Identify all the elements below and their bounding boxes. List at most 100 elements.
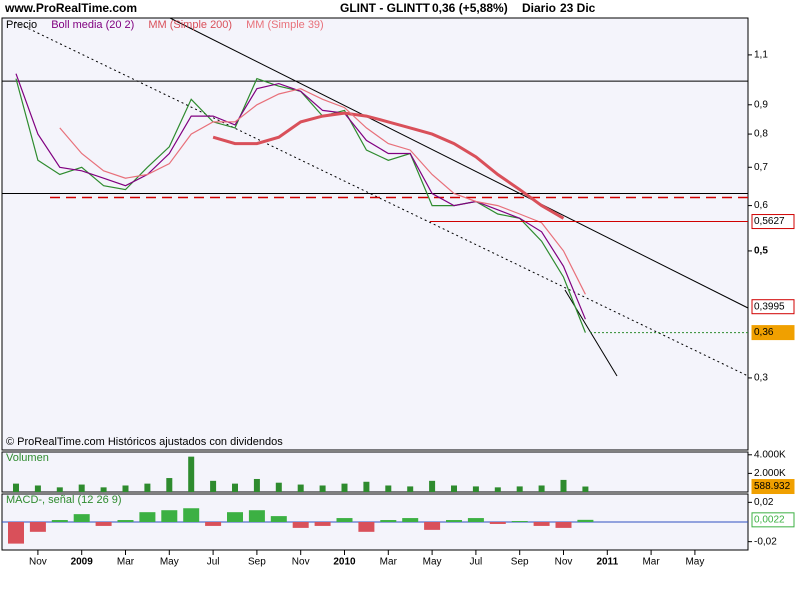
macd-bar [95, 522, 112, 526]
y-tick-label: 0,02 [754, 497, 774, 508]
macd-bar [183, 508, 200, 522]
legend-entry: Precio [6, 19, 37, 31]
y-tick-label: 0,5 [754, 246, 768, 257]
volume-bar [516, 486, 523, 492]
volume-bar [582, 486, 589, 492]
macd-bar [402, 518, 419, 522]
x-tick-label: Nov [292, 557, 310, 568]
value-box [751, 214, 795, 230]
macd-bar [248, 510, 265, 522]
macd-bar [227, 512, 243, 522]
macd-bar [577, 519, 594, 522]
macd-bar [336, 518, 353, 522]
volume-bar [232, 483, 238, 492]
volume-bar [100, 487, 107, 492]
y-tick-label: 0,3 [754, 373, 768, 384]
series-line [212, 111, 565, 220]
volume-bar [494, 487, 501, 492]
macd-bar [8, 522, 24, 544]
macd-bar [533, 522, 550, 526]
value-box [751, 512, 795, 528]
volume-bar [319, 485, 326, 492]
macd-label: MACD-, señal (12 26 9) [6, 494, 122, 506]
macd-bar [358, 522, 375, 532]
macd-bar [73, 514, 90, 522]
x-tick-label: Jul [207, 557, 220, 568]
x-tick-label: 2011 [596, 557, 618, 568]
legend-entry: Boll media (20 2) [51, 19, 134, 31]
volume-bar [56, 487, 63, 492]
macd-bar [555, 522, 572, 528]
macd-bar [139, 512, 156, 522]
volume-bar [560, 479, 567, 492]
volume-bar [34, 485, 41, 492]
quote: 0,36 (+5,88%) [432, 1, 508, 15]
macd-bar [51, 520, 68, 522]
x-tick-label: Mar [117, 557, 135, 568]
y-tick-label: 2.000K [754, 468, 786, 479]
macd-bar [489, 522, 506, 524]
volume-bar [13, 483, 19, 492]
footer: © ProRealTime.com Históricos ajustados c… [6, 436, 283, 448]
macd-bar [467, 518, 484, 522]
macd-bar [424, 522, 441, 530]
macd-bar [511, 521, 528, 522]
value-box-label: 0,36 [754, 327, 774, 338]
x-tick-label: 2009 [71, 557, 94, 568]
x-tick-label: Mar [380, 557, 398, 568]
x-tick-label: 2010 [333, 557, 356, 568]
y-tick-label: 0,6 [754, 200, 768, 211]
volume-label: Volumen [6, 452, 49, 464]
volume-bar [472, 486, 479, 492]
volume-bar [429, 480, 436, 492]
volume-bar [210, 480, 217, 492]
volume-bar [78, 484, 85, 492]
value-box [751, 325, 795, 341]
volume-bar [144, 483, 151, 492]
value-box [751, 299, 795, 315]
y-tick-label: 0,9 [754, 99, 768, 110]
volume-bar [122, 485, 129, 492]
legend-entry: MM (Simple 39) [246, 19, 324, 31]
volume-bar [166, 478, 173, 492]
series-line [59, 88, 586, 295]
value-box-label: 588.932 [754, 481, 791, 492]
volume-bar [341, 483, 348, 492]
volume-panel [1, 451, 749, 493]
trend-line [169, 17, 749, 309]
volume-bar [451, 485, 457, 492]
y-tick-label: 4.000K [754, 449, 786, 460]
x-tick-label: May [423, 557, 442, 568]
x-tick-label: Sep [511, 557, 529, 568]
symbol: GLINT - GLINTT [340, 1, 431, 15]
legend-entry: MM (Simple 200) [148, 19, 232, 31]
volume-bar [188, 456, 195, 492]
volume-bar [363, 481, 370, 492]
y-tick-label: 0,8 [754, 129, 768, 140]
x-tick-label: Mar [642, 557, 660, 568]
macd-bar [205, 522, 222, 526]
value-box-label: 0,0022 [754, 514, 785, 525]
x-tick-label: May [160, 557, 179, 568]
macd-bar [314, 522, 331, 526]
x-tick-label: Jul [470, 557, 483, 568]
volume-bar [253, 478, 260, 492]
series-line [15, 73, 586, 320]
macd-bar [117, 520, 134, 522]
volume-bar [297, 484, 304, 492]
macd-bar [380, 520, 397, 522]
macd-bar [161, 510, 178, 522]
macd-bar [292, 522, 309, 528]
y-tick-label: -0,02 [754, 536, 777, 547]
x-tick-label: Sep [248, 557, 266, 568]
y-tick-label: 0,7 [754, 162, 768, 173]
site: www.ProRealTime.com [4, 1, 137, 15]
value-box-label: 0,3995 [754, 301, 785, 312]
macd-bar [446, 520, 462, 522]
volume-bar [385, 485, 392, 492]
date: 23 Dic [560, 1, 596, 15]
x-tick-label: Nov [555, 557, 573, 568]
volume-bar [538, 485, 545, 492]
